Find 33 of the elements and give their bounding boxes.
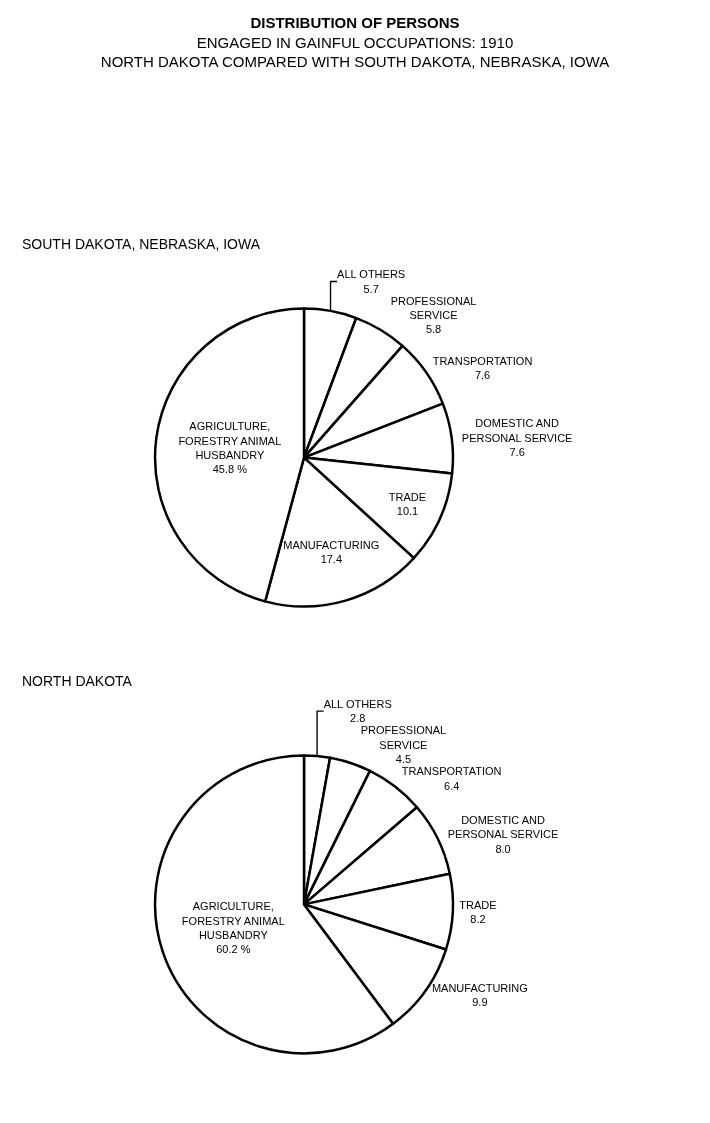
chart-subtitle: ENGAGED IN GAINFUL OCCUPATIONS: 1910 <box>196 33 514 51</box>
data-label: 8.0 <box>495 842 511 855</box>
data-label: 10.1 <box>396 505 419 518</box>
data-label: 45.8 % <box>212 463 248 476</box>
data-label: 6.4 <box>444 779 460 792</box>
slice-label: AGRICULTURE, FORESTRY ANIMAL HUSBANDRY <box>178 420 282 461</box>
data-label: 17.4 <box>320 552 343 565</box>
slice-label: ALL OTHERS <box>323 697 392 710</box>
data-label: 9.9 <box>472 996 488 1009</box>
slice-label: TRADE <box>388 491 427 504</box>
data-label: 4.5 <box>395 752 412 765</box>
text: NORTH DAKOTA COMPARED WITH SOUTH DAKOTA, NEBRASKA, IOWA <box>100 53 610 71</box>
chart-title: DISTRIBUTION OF PERSONS <box>250 14 460 32</box>
text: SOUTH DAKOTA, NEBRASKA, IOWA <box>22 236 261 252</box>
data-label: 60.2 % <box>216 943 251 956</box>
slice-label: PROFESSIONAL SERVICE <box>360 724 447 751</box>
data-label: 7.6 <box>509 445 525 458</box>
data-label: 2.8 <box>350 712 366 725</box>
slice-label: TRANSPORTATION <box>432 354 533 367</box>
slice-label: DOMESTIC AND PERSONAL SERVICE <box>461 417 573 444</box>
slice-label: DOMESTIC AND PERSONAL SERVICE <box>447 814 559 841</box>
data-label: 7.6 <box>474 369 491 382</box>
slice-label: TRANSPORTATION <box>401 765 502 778</box>
slice-label: MANUFACTURING <box>283 538 380 551</box>
text: NORTH DAKOTA <box>22 673 133 689</box>
data-label: 5.8 <box>425 323 442 336</box>
data-label: 5.7 <box>363 282 379 295</box>
slice-label: PROFESSIONAL SERVICE <box>390 294 477 321</box>
slice-label: ALL OTHERS <box>337 268 406 281</box>
slice-label: MANUFACTURING <box>431 982 528 995</box>
slice-label: TRADE <box>459 898 497 911</box>
slice-label: AGRICULTURE, FORESTRY ANIMAL HUSBANDRY <box>181 900 285 942</box>
data-label: 8.2 <box>470 913 486 926</box>
